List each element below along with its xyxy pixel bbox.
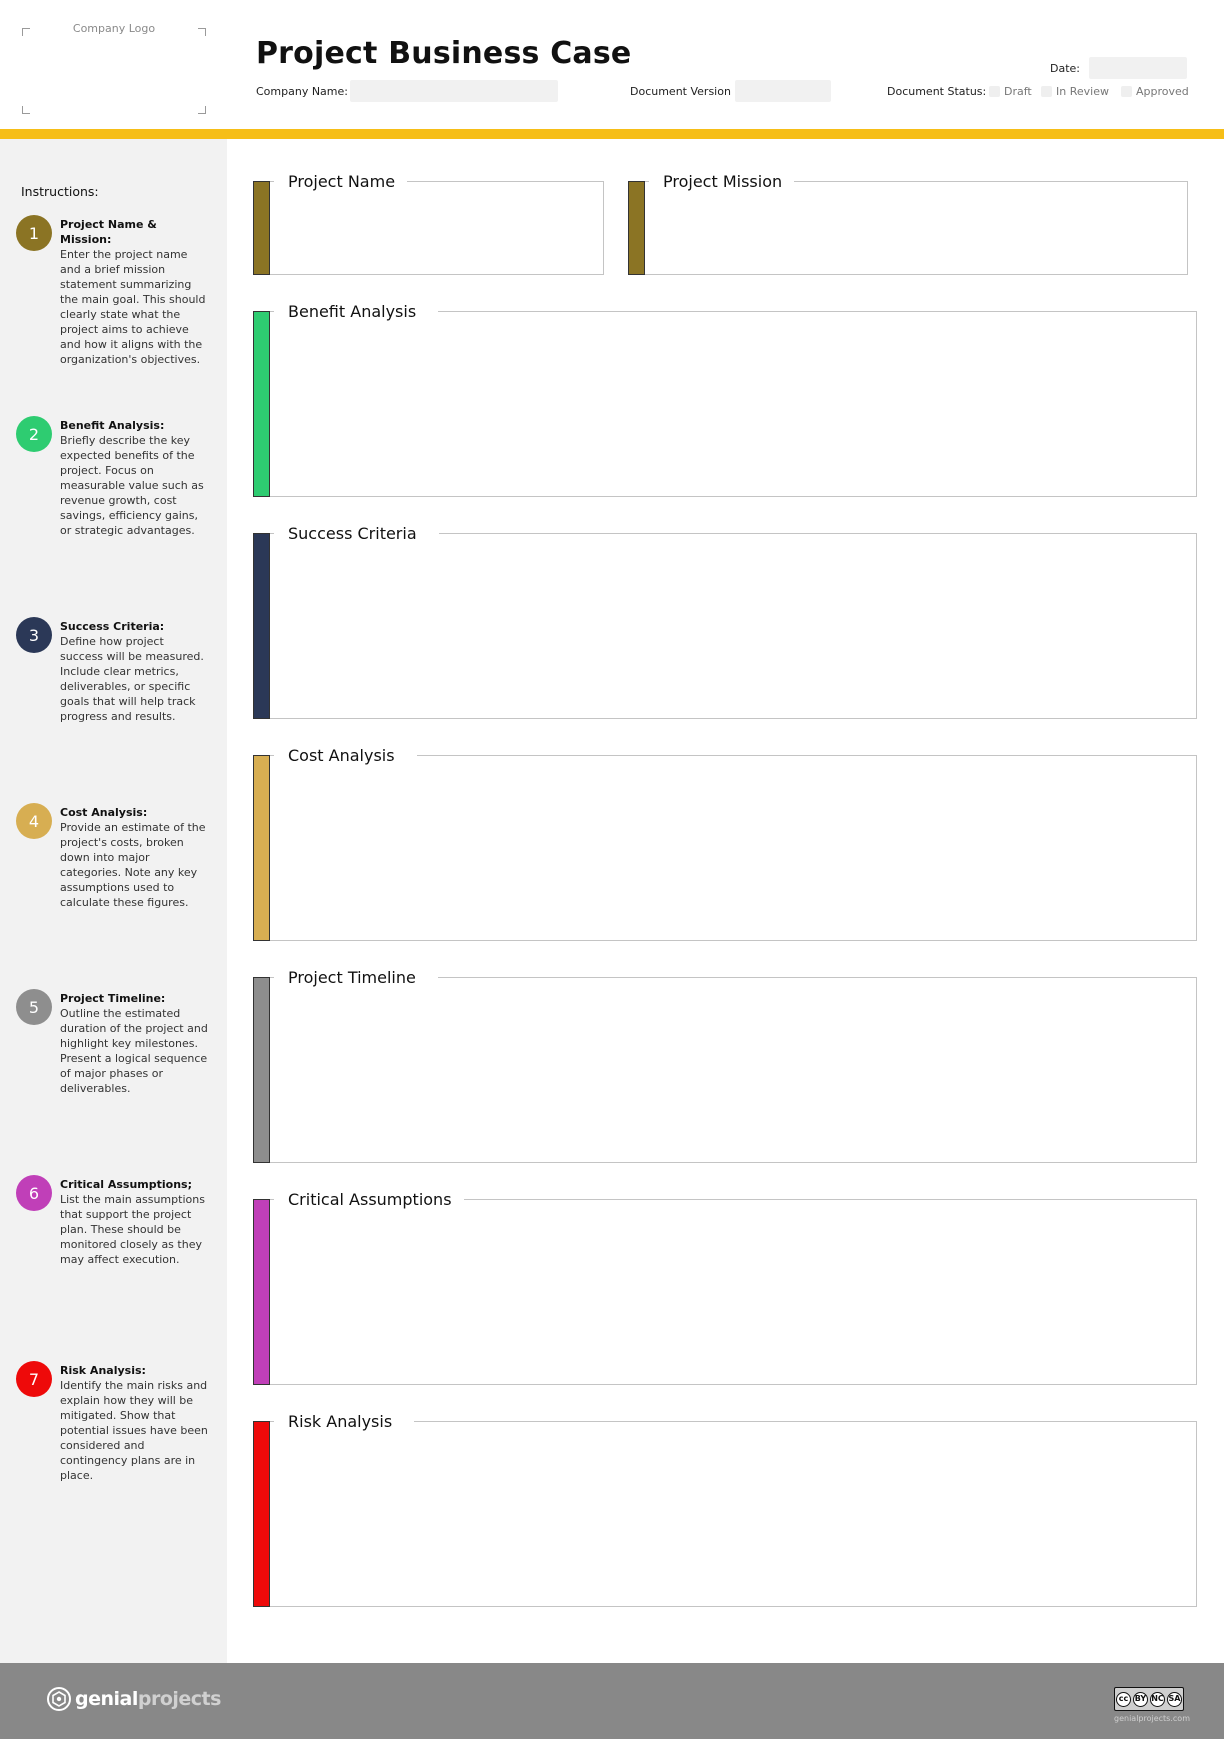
- step-number-badge: 3: [16, 617, 52, 653]
- section-accent-bar: [253, 1199, 270, 1385]
- step-description: Enter the project name and a brief missi…: [60, 248, 206, 366]
- page-title: Project Business Case: [256, 36, 632, 71]
- logo-corner-mark: [22, 28, 30, 36]
- company-logo-placeholder[interactable]: Company Logo: [22, 22, 206, 114]
- step-number-badge: 4: [16, 803, 52, 839]
- cc-license-badge: cc BY NC SA: [1114, 1687, 1184, 1711]
- document-status-label: Document Status:: [887, 85, 987, 98]
- section-risk-analysis[interactable]: Risk Analysis: [253, 1412, 1197, 1607]
- instructions-sidebar: Instructions: 1 Project Name & Mission: …: [0, 139, 227, 1663]
- section-project-timeline[interactable]: Project Timeline: [253, 968, 1197, 1163]
- section-accent-bar: [253, 755, 270, 941]
- company-name-field[interactable]: [350, 80, 558, 102]
- document-version-label: Document Version: [630, 85, 731, 98]
- step-description: Outline the estimated duration of the pr…: [60, 1007, 208, 1095]
- section-accent-bar: [628, 181, 645, 275]
- brand-mark-icon: [47, 1687, 71, 1711]
- section-accent-bar: [253, 977, 270, 1163]
- section-accent-bar: [253, 533, 270, 719]
- step-heading: Cost Analysis:: [60, 806, 148, 819]
- step-number-badge: 6: [16, 1175, 52, 1211]
- step-text: Project Name & Mission: Enter the projec…: [60, 217, 210, 367]
- section-accent-bar: [253, 1421, 270, 1607]
- brand-name-light: projects: [137, 1688, 222, 1710]
- step-heading: Project Name & Mission:: [60, 218, 157, 246]
- license-by-icon: BY: [1133, 1691, 1148, 1707]
- checkbox-icon: [1121, 86, 1132, 97]
- step-text: Cost Analysis: Provide an estimate of th…: [60, 805, 210, 910]
- section-project-name[interactable]: Project Name: [253, 172, 604, 275]
- step-description: Briefly describe the key expected benefi…: [60, 434, 204, 537]
- section-critical-assumptions[interactable]: Critical Assumptions: [253, 1190, 1197, 1385]
- section-accent-bar: [253, 181, 270, 275]
- logo-placeholder-text: Company Logo: [72, 22, 156, 35]
- date-label: Date:: [1050, 62, 1080, 75]
- step-text: Project Timeline: Outline the estimated …: [60, 991, 210, 1096]
- logo-corner-mark: [198, 106, 206, 114]
- section-title: Success Criteria: [274, 524, 439, 543]
- step-heading: Project Timeline:: [60, 992, 166, 1005]
- step-number-badge: 5: [16, 989, 52, 1025]
- step-heading: Benefit Analysis:: [60, 419, 165, 432]
- site-url: genialprojects.com: [1114, 1714, 1190, 1723]
- section-title: Project Name: [274, 172, 408, 191]
- section-title: Risk Analysis: [274, 1412, 415, 1431]
- status-option-draft[interactable]: Draft: [989, 85, 1032, 98]
- section-success-criteria[interactable]: Success Criteria: [253, 524, 1197, 719]
- status-option-label: Approved: [1136, 85, 1189, 98]
- step-heading: Risk Analysis:: [60, 1364, 146, 1377]
- license-sa-icon: SA: [1167, 1691, 1182, 1707]
- status-option-label: In Review: [1056, 85, 1109, 98]
- checkbox-icon: [989, 86, 1000, 97]
- document-version-field[interactable]: [735, 80, 831, 102]
- section-title: Cost Analysis: [274, 746, 417, 765]
- license-nc-icon: NC: [1150, 1691, 1165, 1707]
- page-footer: genialprojects cc BY NC SA genialproject…: [0, 1663, 1224, 1739]
- step-number-badge: 1: [16, 215, 52, 251]
- header-divider: [0, 129, 1224, 139]
- step-text: Critical Assumptions; List the main assu…: [60, 1177, 210, 1267]
- step-number-badge: 2: [16, 416, 52, 452]
- date-field[interactable]: [1089, 57, 1187, 79]
- step-text: Success Criteria: Define how project suc…: [60, 619, 210, 724]
- section-title: Critical Assumptions: [274, 1190, 464, 1209]
- section-project-mission[interactable]: Project Mission: [628, 172, 1188, 275]
- logo-corner-mark: [22, 106, 30, 114]
- section-title: Project Timeline: [274, 968, 438, 987]
- logo-corner-mark: [198, 28, 206, 36]
- creative-commons-license[interactable]: cc BY NC SA genialprojects.com: [1114, 1687, 1190, 1723]
- step-heading: Critical Assumptions;: [60, 1178, 192, 1191]
- cc-icon: cc: [1116, 1691, 1131, 1707]
- step-text: Risk Analysis: Identify the main risks a…: [60, 1363, 210, 1483]
- status-option-in-review[interactable]: In Review: [1041, 85, 1109, 98]
- instructions-title: Instructions:: [21, 184, 99, 199]
- status-option-label: Draft: [1004, 85, 1032, 98]
- step-text: Benefit Analysis: Briefly describe the k…: [60, 418, 210, 538]
- brand-name: genialprojects: [75, 1688, 221, 1710]
- section-accent-bar: [253, 311, 270, 497]
- step-heading: Success Criteria:: [60, 620, 165, 633]
- step-number-badge: 7: [16, 1361, 52, 1397]
- step-description: Provide an estimate of the project's cos…: [60, 821, 206, 909]
- section-title: Project Mission: [649, 172, 795, 191]
- section-cost-analysis[interactable]: Cost Analysis: [253, 746, 1197, 941]
- brand-name-bold: genial: [75, 1688, 138, 1710]
- section-benefit-analysis[interactable]: Benefit Analysis: [253, 302, 1197, 497]
- checkbox-icon: [1041, 86, 1052, 97]
- brand-logo[interactable]: genialprojects: [47, 1687, 221, 1711]
- step-description: Identify the main risks and explain how …: [60, 1379, 208, 1482]
- step-description: List the main assumptions that support t…: [60, 1193, 205, 1266]
- status-option-approved[interactable]: Approved: [1121, 85, 1189, 98]
- company-name-label: Company Name:: [256, 85, 348, 98]
- section-title: Benefit Analysis: [274, 302, 439, 321]
- step-description: Define how project success will be measu…: [60, 635, 204, 723]
